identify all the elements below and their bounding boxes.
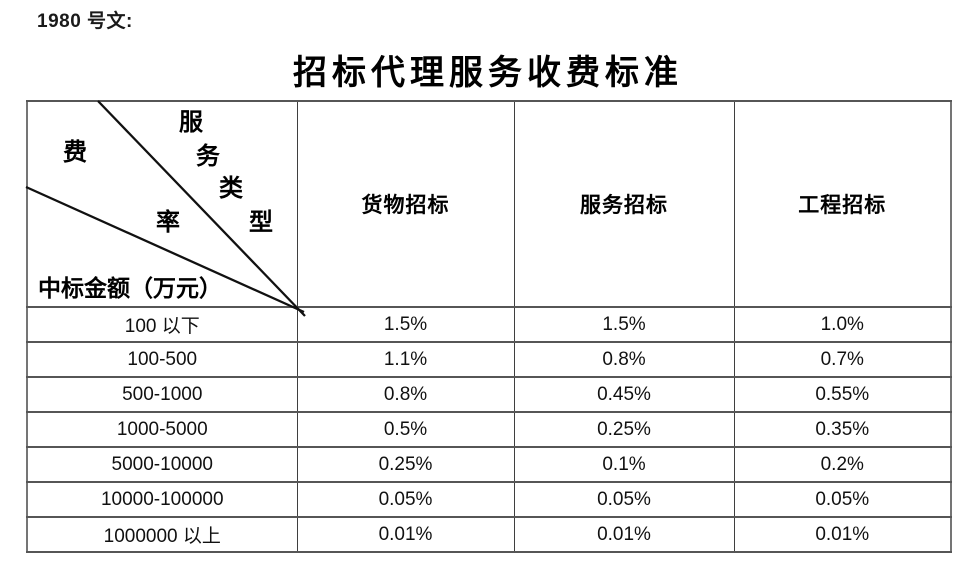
row-label: 10000-100000 — [26, 481, 298, 518]
fee-value: 0.5% — [296, 411, 515, 448]
fee-value: 0.05% — [296, 481, 515, 518]
fee-value: 0.01% — [296, 516, 515, 553]
fee-value: 0.8% — [513, 341, 735, 378]
fee-value: 0.2% — [733, 446, 952, 483]
row-label: 100-500 — [26, 341, 298, 378]
fee-value: 0.05% — [513, 481, 735, 518]
corner-char-wu: 务 — [196, 144, 220, 170]
fee-value: 0.25% — [296, 446, 515, 483]
row-label: 1000000 以上 — [26, 516, 298, 553]
row-label: 100 以下 — [26, 306, 298, 343]
fee-value: 1.5% — [513, 306, 735, 343]
fee-value: 0.55% — [733, 376, 952, 413]
table-row: 1000000 以上 0.01% 0.01% 0.01% — [26, 516, 952, 553]
fee-value: 0.7% — [733, 341, 952, 378]
row-label: 1000-5000 — [26, 411, 298, 448]
table-header-row: 服 费 务 类 率 型 中标金额（万元） 货物招标 服务招标 工程招标 — [25, 100, 952, 317]
fee-value: 1.1% — [296, 341, 515, 378]
row-label: 500-1000 — [26, 376, 298, 413]
fee-value: 0.8% — [296, 376, 515, 413]
table-row: 100 以下 1.5% 1.5% 1.0% — [26, 306, 952, 343]
fee-value: 0.01% — [733, 516, 952, 553]
row-label: 5000-10000 — [26, 446, 298, 483]
fee-value: 1.0% — [733, 306, 952, 343]
corner-char-xing: 型 — [249, 210, 273, 236]
fee-value: 0.25% — [513, 411, 735, 448]
table-row: 10000-100000 0.05% 0.05% 0.05% — [26, 481, 952, 518]
corner-char-lv: 率 — [156, 210, 180, 236]
corner-char-lei: 类 — [219, 176, 243, 202]
row-axis-label: 中标金额（万元） — [38, 276, 222, 301]
fee-value: 0.45% — [513, 376, 735, 413]
table-row: 5000-10000 0.25% 0.1% 0.2% — [26, 446, 952, 483]
diagonal-corner-cell: 服 费 务 类 率 型 中标金额（万元） — [25, 100, 306, 317]
doc-number: 1980 号文: — [37, 11, 133, 32]
fee-value: 0.05% — [733, 481, 952, 518]
page-title: 招标代理服务收费标准 — [293, 55, 683, 92]
fee-standard-table: 服 费 务 类 率 型 中标金额（万元） 货物招标 服务招标 工程招标 100 … — [25, 100, 952, 553]
col-header-services: 服务招标 — [513, 100, 735, 308]
fee-value: 0.1% — [513, 446, 735, 483]
table-row: 100-500 1.1% 0.8% 0.7% — [26, 341, 952, 378]
fee-value: 0.01% — [513, 516, 735, 553]
col-header-goods: 货物招标 — [296, 100, 515, 308]
diagonal-lines — [25, 100, 306, 317]
table-row: 500-1000 0.8% 0.45% 0.55% — [26, 376, 952, 413]
fee-value: 0.35% — [733, 411, 952, 448]
col-header-works: 工程招标 — [733, 100, 952, 308]
corner-char-fei: 费 — [63, 140, 87, 166]
table-row: 1000-5000 0.5% 0.25% 0.35% — [26, 411, 952, 448]
corner-char-fu: 服 — [179, 110, 203, 136]
fee-value: 1.5% — [296, 306, 515, 343]
